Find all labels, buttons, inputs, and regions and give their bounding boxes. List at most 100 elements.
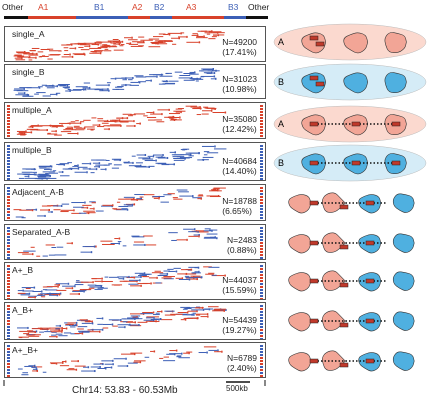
read-dot: [114, 77, 117, 80]
panel-count-percent: (12.42%): [222, 124, 257, 134]
read-dot: [216, 31, 219, 34]
read-dot: [128, 275, 130, 278]
edge-read-right: [260, 211, 263, 213]
read-marker: [309, 318, 319, 324]
read-dot: [192, 72, 194, 75]
read-dot: [142, 40, 145, 43]
read-dot: [35, 366, 37, 369]
read-dot: [27, 326, 29, 329]
read-plot: [7, 145, 263, 180]
panel-count-percent: (14.40%): [222, 166, 257, 176]
read-dot: [152, 311, 155, 314]
edge-read-right: [260, 196, 263, 198]
read-dot: [34, 331, 36, 334]
edge-read-left: [7, 286, 10, 288]
edge-read-right: [260, 135, 263, 137]
domain-blob: [288, 352, 312, 372]
read-dot: [83, 53, 86, 56]
domain-blob: [288, 272, 312, 292]
edge-read-left: [7, 187, 10, 189]
read-dot: [98, 165, 101, 168]
edge-read-left: [7, 163, 10, 165]
edge-read-left: [7, 242, 10, 244]
edge-read-left: [7, 151, 10, 153]
edge-read-left: [7, 375, 10, 377]
edge-read-right: [260, 314, 263, 316]
read-dot: [121, 40, 124, 43]
panel-count: N=31023 (10.98%): [222, 74, 257, 94]
edge-read-right: [260, 305, 263, 307]
edge-read-right: [260, 123, 263, 125]
edge-read-left: [7, 305, 10, 307]
read-dot: [83, 127, 86, 130]
compartment-label: A3: [186, 2, 197, 12]
edge-read-right: [260, 317, 263, 319]
edge-read-left: [7, 271, 10, 273]
read-dot: [28, 56, 31, 59]
read-dot: [198, 270, 200, 273]
read-dot: [148, 165, 150, 168]
edge-read-right: [260, 248, 263, 250]
read-dot: [126, 208, 129, 211]
edge-read-left: [7, 335, 10, 337]
domain-blob: [288, 234, 312, 254]
read-dot: [35, 330, 38, 333]
read-plot: [13, 30, 225, 61]
read-dot: [126, 117, 129, 120]
edge-read-left: [7, 257, 10, 259]
edge-read-left: [7, 135, 10, 137]
edge-read-right: [260, 160, 263, 162]
read-dot: [59, 324, 62, 327]
panel-count-percent: (15.59%): [222, 285, 257, 295]
read-dot: [173, 163, 175, 166]
read-dot: [173, 119, 176, 122]
read-dot: [133, 120, 135, 123]
read-dot: [161, 113, 163, 116]
read-marker: [309, 121, 319, 127]
compartment-letter: B: [278, 158, 284, 168]
edge-read-left: [7, 369, 10, 371]
read-marker: [365, 358, 375, 364]
edge-read-left: [7, 193, 10, 195]
edge-read-left: [7, 145, 10, 147]
edge-read-left: [7, 265, 10, 267]
edge-read-left: [7, 214, 10, 216]
read-dot: [190, 76, 193, 79]
edge-read-right: [260, 114, 263, 116]
read-dot: [114, 120, 117, 123]
read-marker: [351, 160, 361, 166]
read-marker: [351, 121, 361, 127]
read-dot: [188, 278, 191, 281]
read-dot: [106, 119, 109, 122]
edge-read-left: [7, 172, 10, 174]
read-marker: [339, 244, 349, 250]
read-marker: [365, 200, 375, 206]
read-dot: [65, 327, 68, 330]
read-dot: [120, 319, 122, 322]
edge-read-left: [7, 295, 10, 297]
read-dot: [174, 151, 177, 154]
panel-count-n: N=2483: [226, 235, 257, 245]
read-dot: [110, 366, 113, 369]
edge-read-right: [260, 323, 263, 325]
read-dot: [61, 124, 63, 127]
edge-read-left: [7, 196, 10, 198]
panel-count-n: N=44037: [222, 275, 257, 285]
edge-read-left: [7, 199, 10, 201]
domain-blob: [392, 311, 415, 331]
read-dot: [31, 126, 34, 129]
read-dot: [56, 85, 59, 88]
read-dot: [48, 209, 50, 212]
panel-count-n: N=54439: [222, 315, 257, 325]
read-dot: [28, 292, 31, 295]
edge-read-right: [260, 369, 263, 371]
read-dot: [211, 229, 213, 232]
edge-read-left: [7, 227, 10, 229]
edge-read-right: [260, 274, 263, 276]
read-dot: [66, 84, 69, 87]
edge-read-right: [260, 190, 263, 192]
panel-label: multiple_A: [12, 105, 52, 115]
read-dot: [138, 81, 141, 84]
edge-read-left: [7, 323, 10, 325]
edge-read-right: [260, 320, 263, 322]
